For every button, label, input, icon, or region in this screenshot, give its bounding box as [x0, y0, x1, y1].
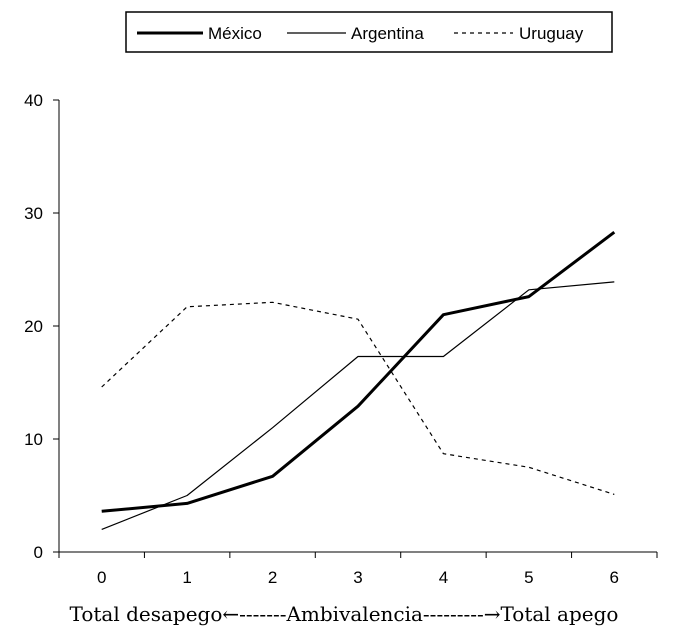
- y-ticks: 0 10 20 30 40: [24, 91, 59, 562]
- y-tick-label: 0: [34, 543, 43, 562]
- y-tick-label: 30: [24, 204, 43, 223]
- y-tick-label: 20: [24, 317, 43, 336]
- x-axis-label: Total desapego←-------Ambivalencia------…: [70, 602, 619, 626]
- y-tick-label: 10: [24, 430, 43, 449]
- x-tick-label: 2: [268, 568, 277, 587]
- x-tick-label: 4: [439, 568, 448, 587]
- x-tick-label: 3: [353, 568, 362, 587]
- series-line-uruguay: [102, 302, 615, 494]
- x-tick-label: 0: [97, 568, 106, 587]
- legend-label-uruguay: Uruguay: [519, 24, 584, 43]
- series-lines: [102, 232, 615, 529]
- legend-label-mexico: México: [208, 24, 262, 43]
- y-tick-label: 40: [24, 91, 43, 110]
- legend: México Argentina Uruguay: [126, 12, 612, 52]
- x-tick-label: 1: [182, 568, 191, 587]
- x-tick-label: 6: [610, 568, 619, 587]
- x-tick-label: 5: [524, 568, 533, 587]
- x-ticks: 0 1 2 3 4 5 6: [59, 552, 657, 587]
- legend-label-argentina: Argentina: [351, 24, 424, 43]
